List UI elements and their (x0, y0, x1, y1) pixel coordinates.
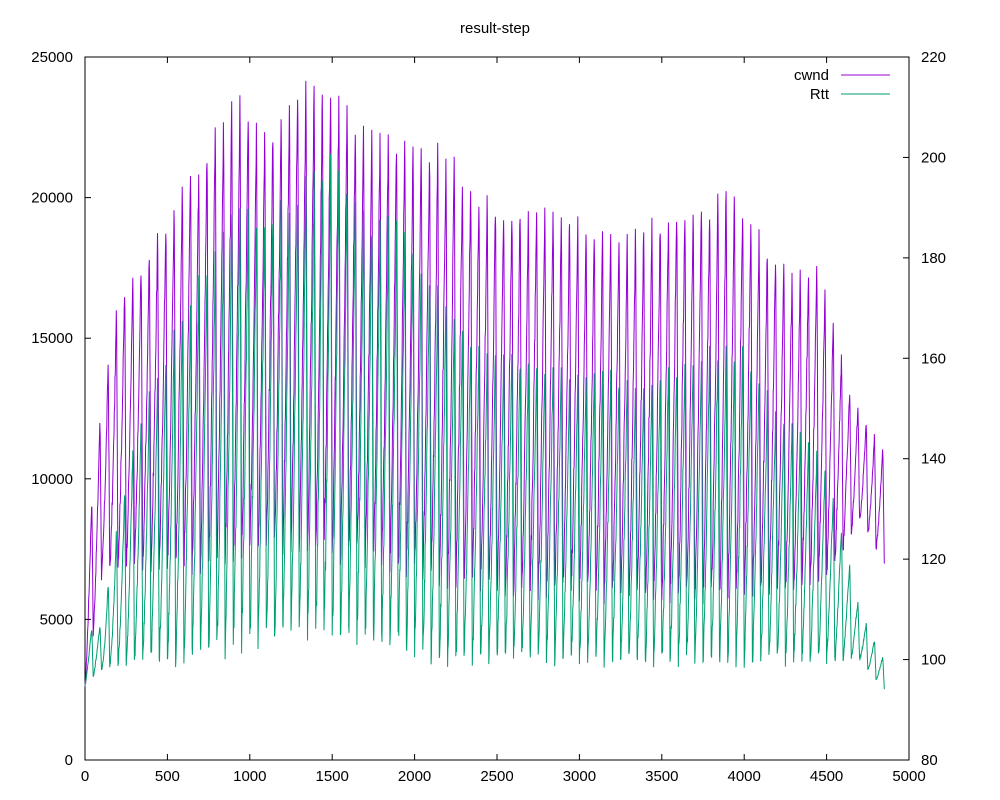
y2-tick-label: 80 (921, 752, 938, 769)
x-tick-label: 1000 (233, 768, 266, 785)
y-tick-label: 15000 (31, 330, 73, 347)
x-tick-label: 0 (81, 768, 89, 785)
legend: cwnd Rtt (794, 67, 890, 103)
legend-label: cwnd (794, 67, 829, 84)
x-tick-label: 1500 (316, 768, 349, 785)
series-layer (84, 80, 885, 690)
series-line-rtt (84, 153, 885, 690)
y2-tick-label: 200 (921, 149, 946, 166)
series-line-cwnd (84, 80, 885, 687)
x-tick-label: 2500 (480, 768, 513, 785)
legend-label: Rtt (810, 86, 830, 103)
y-tick-label: 0 (65, 752, 73, 769)
axes-layer: 0 500 1000 1500 2000 2500 3000 3500 4000 4500 5000… (31, 49, 946, 785)
y-tick-label: 5000 (40, 611, 73, 628)
y2-tick-label: 220 (921, 49, 946, 66)
y2-tick-label: 140 (921, 451, 946, 468)
y2-tick-label: 120 (921, 551, 946, 568)
x-tick-label: 4000 (728, 768, 761, 785)
chart-title: result-step (460, 20, 530, 37)
x-tick-label: 500 (155, 768, 180, 785)
y-tick-label: 20000 (31, 190, 73, 207)
x-tick-label: 2000 (398, 768, 431, 785)
x-tick-label: 4500 (810, 768, 843, 785)
y-tick-label: 10000 (31, 471, 73, 488)
y2-tick-label: 180 (921, 250, 946, 267)
y2-tick-label: 100 (921, 652, 946, 669)
x-tick-label: 3500 (645, 768, 678, 785)
y2-tick-label: 160 (921, 350, 946, 367)
y-tick-label: 25000 (31, 49, 73, 66)
x-tick-label: 3000 (563, 768, 596, 785)
x-tick-label: 5000 (892, 768, 925, 785)
